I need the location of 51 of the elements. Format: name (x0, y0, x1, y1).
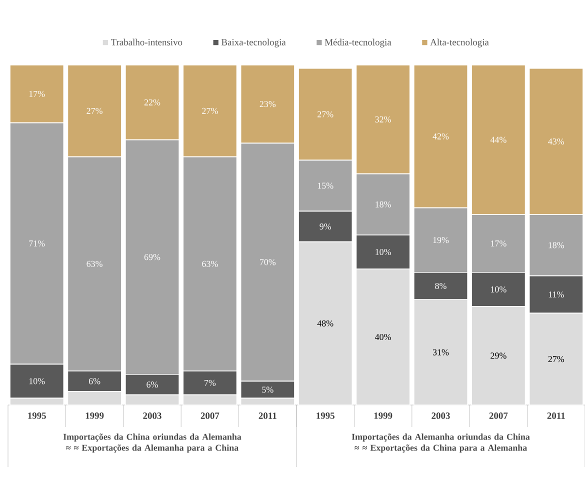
data-label: 42% (432, 133, 449, 140)
data-label: 18% (548, 242, 564, 248)
x-tick-label: 1995 (28, 412, 46, 419)
data-label: 32% (375, 116, 391, 122)
data-label: 6% (88, 378, 100, 384)
data-label: 44% (490, 136, 506, 143)
x-tick-label: 2007 (200, 412, 220, 419)
data-label: 27% (86, 108, 102, 114)
data-label: 70% (260, 259, 276, 266)
data-label: 7% (204, 380, 216, 386)
data-label: 63% (86, 260, 102, 267)
data-label: 5% (262, 386, 274, 393)
data-label: 17% (29, 90, 45, 97)
data-label: 71% (29, 240, 45, 247)
x-tick-label: 2011 (258, 412, 276, 419)
x-tick-label: 2007 (489, 412, 508, 419)
x-tick-label: 1995 (316, 412, 334, 419)
data-label: 27% (202, 108, 218, 114)
data-label: 48% (317, 320, 334, 326)
data-label: 10% (29, 378, 45, 384)
data-label: 22% (144, 99, 160, 106)
x-tick-label: 2003 (143, 412, 162, 419)
legend-label: Média-tecnologia (324, 38, 392, 48)
data-label: 69% (144, 254, 160, 260)
data-label: 19% (433, 237, 449, 244)
data-label: 15% (318, 182, 334, 189)
data-label: 18% (376, 201, 391, 208)
x-tick-label: 2003 (432, 412, 450, 419)
data-label: 17% (491, 240, 506, 247)
x-tick-label: 1999 (86, 412, 104, 419)
text: Importações da Alemanha oriundas da China ≈ ≈ Exportações da China para a Alemanha (352, 434, 530, 453)
data-label: 27% (318, 111, 334, 118)
data-label: 23% (260, 101, 276, 108)
legend-label: Baixa-tecnologia (221, 38, 286, 48)
data-label: 40% (375, 334, 391, 340)
data-label: 9% (320, 223, 332, 230)
data-label: 43% (548, 138, 564, 145)
data-label: 29% (490, 352, 506, 359)
data-label: 10% (491, 286, 506, 292)
x-tick-label: 2011 (547, 412, 565, 419)
legend-label: Trabalho-intensivo (110, 38, 182, 46)
data-label: 8% (435, 282, 446, 290)
data-label: 10% (376, 248, 391, 256)
data-label: 63% (202, 260, 218, 267)
data-label: 31% (432, 349, 449, 356)
data-label: 11% (548, 291, 564, 298)
data-label: 27% (548, 356, 564, 362)
x-tick-label: 1999 (374, 412, 392, 419)
text: Importações da China oriundas da Alemanha ≈ ≈ Exportações da Alemanha para a China (63, 434, 242, 453)
legend-label: Alta-tecnologia (430, 38, 489, 48)
data-label: 6% (146, 382, 158, 388)
